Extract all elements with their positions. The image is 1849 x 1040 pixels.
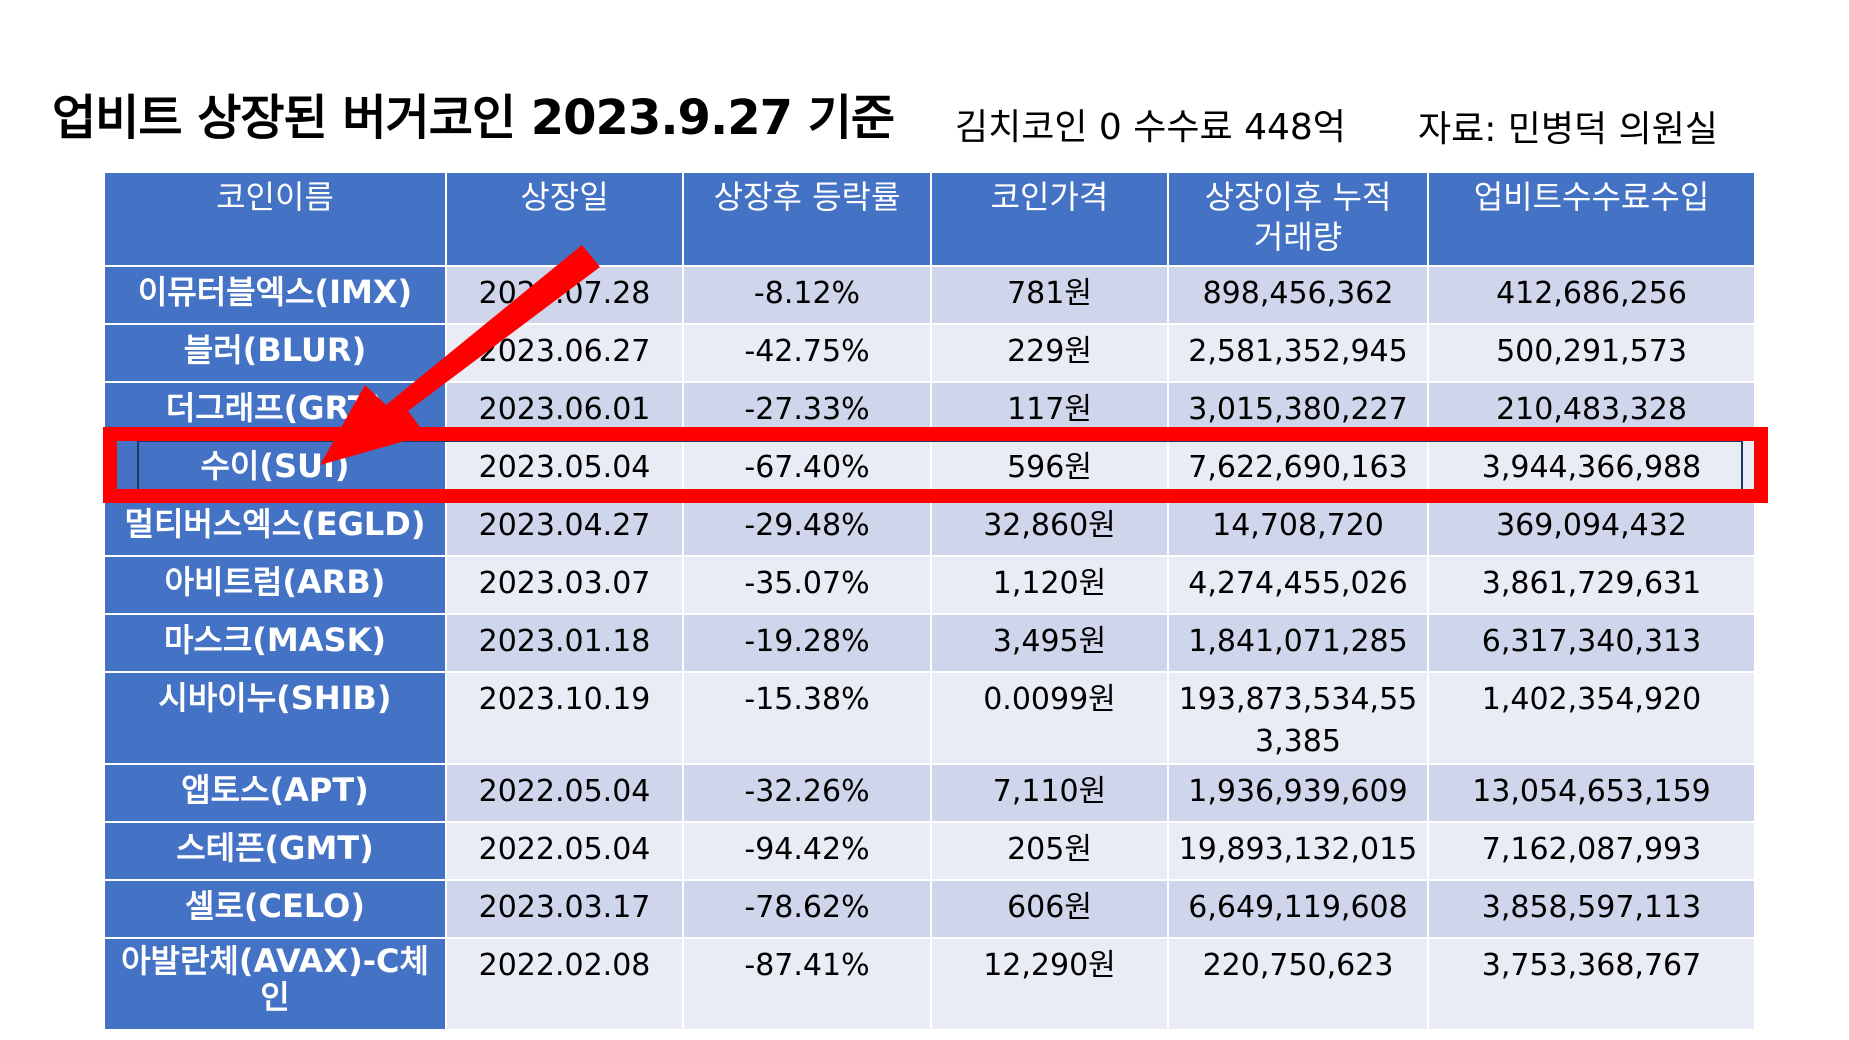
- change: -42.75%: [682, 323, 932, 383]
- header-coin-name: 코인이름: [103, 171, 447, 267]
- fee: 3,858,597,113: [1427, 879, 1756, 939]
- change: -19.28%: [682, 613, 932, 673]
- listing-date: 2023.03.17: [445, 879, 684, 939]
- price: 7,110원: [930, 763, 1169, 823]
- coin-name: 스테픈(GMT): [103, 821, 447, 881]
- listing-date: 2023.04.27: [445, 497, 684, 557]
- fee: 6,317,340,313: [1427, 613, 1756, 673]
- table-row: 아발란체(AVAX)-C체인 2022.02.08 -87.41% 12,290…: [103, 937, 1756, 1031]
- change: -32.26%: [682, 763, 932, 823]
- coin-name: 마스크(MASK): [103, 613, 447, 673]
- change: -8.12%: [682, 265, 932, 325]
- price: 0.0099원: [930, 671, 1169, 765]
- fee: 412,686,256: [1427, 265, 1756, 325]
- listing-date: 2022.05.04: [445, 763, 684, 823]
- fee: 369,094,432: [1427, 497, 1756, 557]
- listing-date: 2022.02.08: [445, 937, 684, 1031]
- listing-date: 2023.03.07: [445, 555, 684, 615]
- page-title: 업비트 상장된 버거코인 2023.9.27 기준: [52, 90, 895, 146]
- coin-name: 아비트럼(ARB): [103, 555, 447, 615]
- fee: 3,944,366,988: [1427, 439, 1756, 499]
- fee: 500,291,573: [1427, 323, 1756, 383]
- coin-name: 셀로(CELO): [103, 879, 447, 939]
- header-price: 코인가격: [930, 171, 1169, 267]
- coin-name: 앱토스(APT): [103, 763, 447, 823]
- change: -87.41%: [682, 937, 932, 1031]
- fee: 7,162,087,993: [1427, 821, 1756, 881]
- header-fee: 업비트수수료수입: [1427, 171, 1756, 267]
- table-row: 셀로(CELO) 2023.03.17 -78.62% 606원 6,649,1…: [103, 879, 1756, 939]
- table-header-row: 코인이름 상장일 상장후 등락률 코인가격 상장이후 누적 거래량 업비트수수료…: [103, 171, 1756, 267]
- listing-date: 2023.01.18: [445, 613, 684, 673]
- price: 32,860원: [930, 497, 1169, 557]
- red-arrow-icon: [320, 245, 600, 465]
- price: 3,495원: [930, 613, 1169, 673]
- coin-table: 코인이름 상장일 상장후 등락률 코인가격 상장이후 누적 거래량 업비트수수료…: [103, 171, 1756, 1031]
- change: -94.42%: [682, 821, 932, 881]
- volume: 898,456,362: [1167, 265, 1429, 325]
- table-row: 멀티버스엑스(EGLD) 2023.04.27 -29.48% 32,860원 …: [103, 497, 1756, 557]
- header-change: 상장후 등락률: [682, 171, 932, 267]
- volume: 6,649,119,608: [1167, 879, 1429, 939]
- price: 1,120원: [930, 555, 1169, 615]
- volume: 19,893,132,015: [1167, 821, 1429, 881]
- price: 606원: [930, 879, 1169, 939]
- coin-name: 아발란체(AVAX)-C체인: [103, 937, 447, 1031]
- coin-name: 시바이누(SHIB): [103, 671, 447, 765]
- table-row-highlighted: 수이(SUI) 2023.05.04 -67.40% 596원 7,622,69…: [103, 439, 1756, 499]
- volume: 193,873,534,553,385: [1167, 671, 1429, 765]
- volume: 14,708,720: [1167, 497, 1429, 557]
- header-listing-date: 상장일: [445, 171, 684, 267]
- price: 12,290원: [930, 937, 1169, 1031]
- table-row: 스테픈(GMT) 2022.05.04 -94.42% 205원 19,893,…: [103, 821, 1756, 881]
- price: 205원: [930, 821, 1169, 881]
- price: 596원: [930, 439, 1169, 499]
- volume: 2,581,352,945: [1167, 323, 1429, 383]
- volume: 1,936,939,609: [1167, 763, 1429, 823]
- table-row: 이뮤터블엑스(IMX) 2023.07.28 -8.12% 781원 898,4…: [103, 265, 1756, 325]
- volume: 4,274,455,026: [1167, 555, 1429, 615]
- coin-name: 멀티버스엑스(EGLD): [103, 497, 447, 557]
- fee: 13,054,653,159: [1427, 763, 1756, 823]
- table-row: 마스크(MASK) 2023.01.18 -19.28% 3,495원 1,84…: [103, 613, 1756, 673]
- change: -29.48%: [682, 497, 932, 557]
- change: -35.07%: [682, 555, 932, 615]
- coin-name: 블러(BLUR): [103, 323, 447, 383]
- header-volume: 상장이후 누적 거래량: [1167, 171, 1429, 267]
- table-row: 시바이누(SHIB) 2023.10.19 -15.38% 0.0099원 19…: [103, 671, 1756, 765]
- fee: 3,861,729,631: [1427, 555, 1756, 615]
- coin-name: 이뮤터블엑스(IMX): [103, 265, 447, 325]
- change: -15.38%: [682, 671, 932, 765]
- subtitle: 김치코인 0 수수료 448억: [955, 107, 1346, 148]
- volume: 1,841,071,285: [1167, 613, 1429, 673]
- price: 229원: [930, 323, 1169, 383]
- price: 781원: [930, 265, 1169, 325]
- table-row: 앱토스(APT) 2022.05.04 -32.26% 7,110원 1,936…: [103, 763, 1756, 823]
- listing-date: 2023.10.19: [445, 671, 684, 765]
- fee: 1,402,354,920: [1427, 671, 1756, 765]
- table-row: 아비트럼(ARB) 2023.03.07 -35.07% 1,120원 4,27…: [103, 555, 1756, 615]
- listing-date: 2022.05.04: [445, 821, 684, 881]
- change: -78.62%: [682, 879, 932, 939]
- source-note: 자료: 민병덕 의원실: [1418, 109, 1718, 150]
- highlight-box: [103, 427, 1768, 503]
- volume: 220,750,623: [1167, 937, 1429, 1031]
- fee: 3,753,368,767: [1427, 937, 1756, 1031]
